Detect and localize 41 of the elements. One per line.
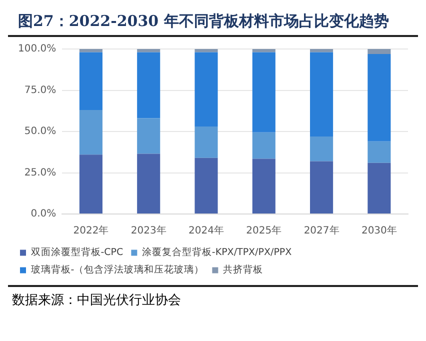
bar <box>194 52 218 127</box>
legend-label: 涂覆复合型背板-KPX/TPX/PX/PPX <box>142 246 292 258</box>
bar <box>194 126 218 158</box>
x-tick-label: 2025年 <box>246 224 282 237</box>
bar <box>137 154 160 214</box>
bar <box>310 136 334 162</box>
legend-label: 共挤背板 <box>222 264 263 276</box>
bar <box>137 49 160 52</box>
y-tick-label: 25.0% <box>24 167 56 178</box>
bar <box>310 49 334 52</box>
bar <box>310 52 334 136</box>
bar <box>368 141 391 163</box>
bar <box>194 158 218 214</box>
source-note: 数据来源：中国光伏行业协会 <box>12 292 182 309</box>
bar <box>310 161 334 214</box>
bar <box>252 132 276 159</box>
y-tick-label: 0.0% <box>30 208 56 220</box>
bar <box>194 49 218 52</box>
y-tick-label: 100.0% <box>18 44 56 55</box>
y-tick-label: 50.0% <box>24 126 56 138</box>
bar <box>252 52 276 132</box>
chart-title: 图27：2022-2030 年不同背板材料市场占比变化趋势 <box>8 8 418 37</box>
bar <box>252 158 276 214</box>
x-tick-label: 2030年 <box>361 224 397 237</box>
y-tick-label: 75.0% <box>24 84 56 96</box>
bar <box>137 52 160 118</box>
bar <box>368 162 391 214</box>
legend-label: 双面涂覆型背板-CPC <box>30 246 124 258</box>
x-tick-label: 2024年 <box>188 224 224 237</box>
bar <box>79 52 102 110</box>
bar <box>368 49 391 54</box>
bar <box>137 118 160 154</box>
bar <box>79 49 102 52</box>
x-tick-label: 2022年 <box>73 224 109 237</box>
x-tick-label: 2027年 <box>304 224 340 237</box>
bar <box>79 154 102 214</box>
bar <box>79 110 102 155</box>
legend-label: 玻璃背板-（包含浮法玻璃和压花玻璃） <box>30 264 204 276</box>
bar <box>252 49 276 52</box>
bar <box>368 54 391 142</box>
x-tick-label: 2023年 <box>130 224 166 237</box>
